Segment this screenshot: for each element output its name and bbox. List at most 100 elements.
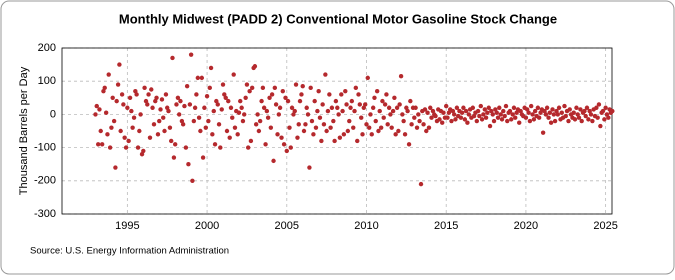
point (598, 123, 603, 129)
point (212, 142, 218, 147)
point (211, 108, 216, 114)
point (363, 102, 368, 107)
point (422, 107, 428, 112)
point (441, 110, 446, 115)
point (269, 92, 275, 97)
point (127, 95, 133, 101)
point (312, 98, 317, 104)
plot-border (61, 47, 613, 215)
point (547, 110, 553, 115)
point (109, 125, 114, 130)
point (365, 75, 370, 81)
point (105, 132, 110, 137)
point (370, 105, 376, 110)
point (528, 103, 534, 109)
y-tick-label: 200 (38, 42, 56, 54)
point (483, 115, 489, 120)
point (244, 82, 250, 87)
point (273, 102, 279, 107)
point (246, 145, 251, 150)
point (535, 105, 541, 110)
point (176, 112, 182, 117)
point (347, 118, 352, 124)
point (191, 118, 197, 124)
point (517, 120, 522, 125)
point (567, 107, 572, 112)
point (349, 98, 355, 104)
point (600, 108, 606, 114)
point (576, 115, 582, 120)
point (125, 105, 130, 110)
point (157, 118, 162, 124)
point (368, 112, 373, 117)
point (340, 108, 345, 114)
point (142, 85, 147, 91)
point (530, 112, 535, 117)
point (465, 120, 470, 125)
y-axis-label: Thousand Barrels per Day (18, 66, 30, 195)
point (288, 145, 293, 150)
point (487, 123, 493, 129)
point (283, 95, 288, 101)
point (267, 95, 272, 101)
point (134, 92, 139, 97)
point (194, 92, 199, 97)
point (137, 128, 142, 134)
source: Source: U.S. Energy Information Administ… (30, 246, 229, 257)
point (187, 102, 193, 107)
point (106, 72, 111, 77)
point (325, 108, 331, 114)
point (584, 105, 590, 110)
point (175, 95, 181, 101)
point (239, 105, 244, 110)
point (406, 142, 412, 147)
point (141, 148, 146, 154)
point (249, 85, 255, 91)
point (333, 98, 339, 104)
point (252, 64, 258, 69)
point (540, 130, 546, 135)
point (161, 115, 166, 120)
point (182, 103, 187, 109)
point (398, 74, 404, 79)
point (405, 108, 410, 114)
point (268, 125, 274, 130)
point (163, 92, 169, 97)
point (138, 112, 143, 117)
point (377, 108, 382, 114)
point (289, 105, 295, 110)
point (276, 112, 282, 117)
point (307, 165, 312, 170)
point (559, 110, 564, 115)
point (129, 108, 134, 114)
point (198, 128, 203, 134)
point (478, 103, 483, 109)
point (287, 125, 292, 130)
point (111, 118, 117, 124)
point (475, 108, 481, 114)
point (446, 110, 452, 115)
point (376, 128, 381, 134)
point (477, 113, 482, 119)
point (523, 115, 529, 120)
point (507, 108, 513, 114)
point (372, 95, 377, 101)
point (588, 112, 594, 117)
point (151, 122, 157, 127)
point (356, 92, 361, 97)
point (279, 135, 284, 140)
point (364, 122, 369, 127)
y-tick-label: -200 (34, 175, 56, 187)
point (207, 85, 212, 91)
point (412, 115, 417, 120)
point (235, 132, 240, 137)
point (121, 102, 126, 107)
point (352, 108, 357, 114)
point (495, 115, 501, 120)
point (103, 110, 109, 115)
point (453, 117, 458, 122)
point (526, 110, 531, 115)
point (133, 88, 138, 94)
point (248, 138, 254, 144)
